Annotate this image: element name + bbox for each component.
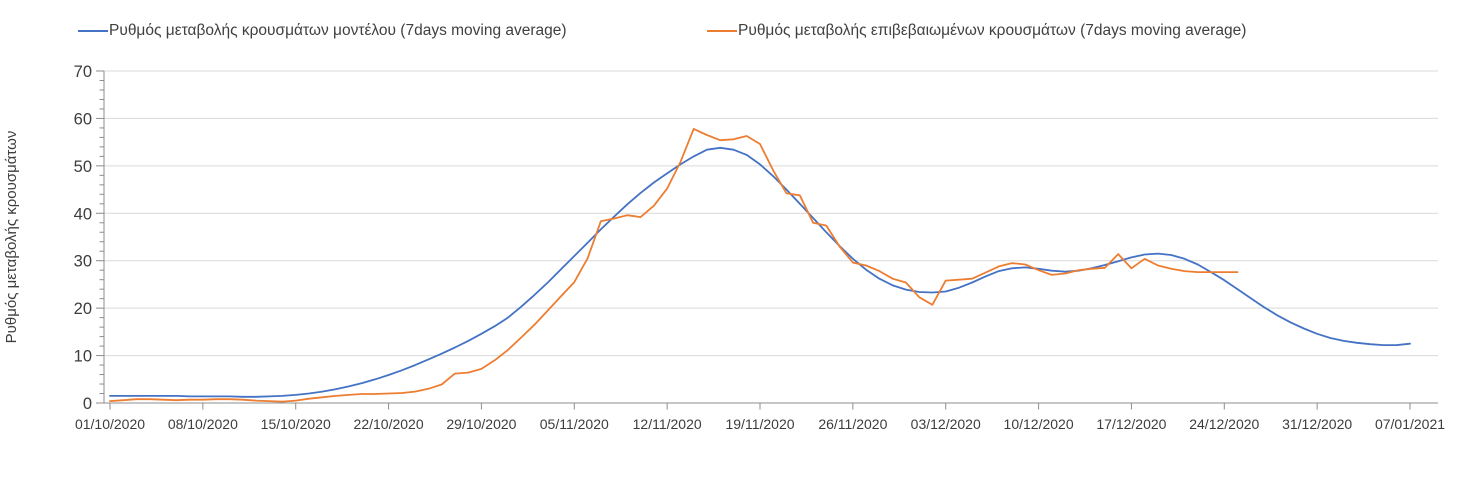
legend-line-marker-model: [78, 30, 108, 32]
y-tick-label: 20: [74, 300, 92, 318]
x-tick-label: 15/10/2020: [261, 416, 331, 432]
x-tick-label: 01/10/2020: [75, 416, 145, 432]
legend-line-marker-confirmed: [707, 30, 737, 32]
x-tick-label: 19/11/2020: [725, 416, 794, 432]
x-tick-label: 26/11/2020: [818, 416, 887, 432]
x-tick-label: 10/12/2020: [1004, 416, 1074, 432]
y-tick-label: 10: [74, 348, 92, 366]
x-tick-label: 12/11/2020: [633, 416, 702, 432]
series-line-confirmed: [109, 127, 1239, 403]
y-tick-label: 30: [74, 253, 92, 271]
x-tick-label: 07/01/2021: [1375, 416, 1445, 432]
legend-item-model: Ρυθμός μεταβολής κρουσμάτων μοντέλου (7d…: [78, 21, 567, 41]
legend-label-model: Ρυθμός μεταβολής κρουσμάτων μοντέλου (7d…: [109, 22, 567, 39]
y-tick-label: 60: [74, 110, 92, 128]
x-tick-label: 31/12/2020: [1282, 416, 1352, 432]
chart-tick-labels: 0 10 20 30 40 50 60 70 01/10/2020 08/10/2020 15/10…: [74, 63, 1446, 432]
x-tick-label: 08/10/2020: [168, 416, 238, 432]
x-tick-label: 05/11/2020: [540, 416, 609, 432]
legend-item-confirmed: Ρυθμός μεταβολής επιβεβαιωμένων κρουσμάτ…: [707, 21, 1246, 41]
chart-axes: [96, 70, 1438, 410]
y-tick-label: 50: [74, 158, 92, 176]
x-tick-label: 03/12/2020: [911, 416, 981, 432]
series-line-model: [109, 146, 1411, 398]
x-tick-label: 22/10/2020: [354, 416, 424, 432]
chart-gridlines: [104, 70, 1438, 357]
y-tick-label: 0: [83, 395, 92, 413]
y-tick-label: 40: [74, 205, 92, 223]
chart-series: [109, 127, 1411, 403]
y-tick-label: 70: [74, 63, 92, 81]
legend-label-confirmed: Ρυθμός μεταβολής επιβεβαιωμένων κρουσμάτ…: [738, 22, 1247, 39]
x-tick-label: 17/12/2020: [1096, 416, 1166, 432]
y-axis-title: Ρυθμός μεταβολής κρουσμάτων: [3, 131, 20, 344]
x-tick-label: 24/12/2020: [1189, 416, 1259, 432]
x-tick-label: 29/10/2020: [446, 416, 516, 432]
